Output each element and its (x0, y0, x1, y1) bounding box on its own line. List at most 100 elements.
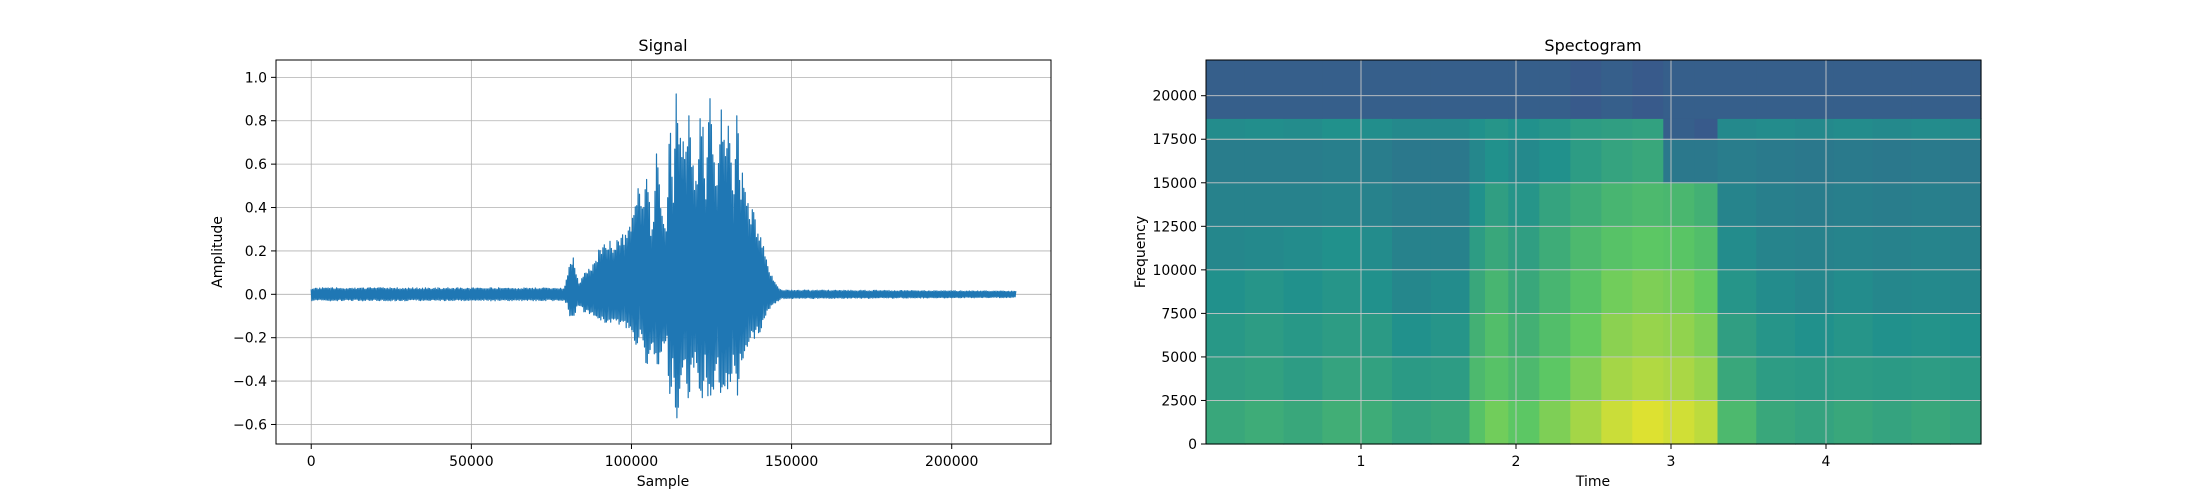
spectrogram-cell (1632, 139, 1664, 184)
spectrogram-cell (1632, 60, 1664, 119)
spectrogram-cell (1392, 313, 1432, 358)
signal-y-tick-label: 0.6 (245, 157, 267, 173)
spectrogram-y-tick-label: 17500 (1152, 132, 1197, 148)
spectrogram-cell (1570, 269, 1602, 314)
spectrogram-cell (1244, 139, 1285, 184)
spectrogram-title: Spectogram (1544, 36, 1641, 55)
spectrogram-cell (1430, 139, 1471, 184)
signal-grid (276, 60, 1051, 444)
spectrogram-cell (1244, 269, 1285, 314)
spectrogram-x-tick-label: 2 (1512, 454, 1521, 470)
spectrogram-cell (1872, 226, 1912, 271)
spectrogram-cell (1392, 400, 1432, 445)
spectrogram-cell (1206, 118, 1246, 140)
spectrogram-y-tick-label: 10000 (1152, 263, 1197, 279)
spectrogram-cell (1872, 400, 1912, 445)
spectrogram-cell (1911, 313, 1951, 358)
spectrogram-cell (1469, 60, 1486, 119)
spectrogram-cell (1663, 313, 1695, 358)
spectrogram-cell (1485, 118, 1509, 140)
spectrogram-cell (1430, 400, 1471, 445)
signal-x-axis-label: Sample (637, 474, 690, 490)
signal-y-tick-label: 0.4 (245, 201, 267, 217)
spectrogram-cell (1508, 182, 1540, 227)
spectrogram-cell (1694, 226, 1719, 271)
signal-y-tick-label: 1.0 (245, 70, 267, 86)
spectrogram-cell (1430, 118, 1471, 140)
signal-y-tick-label: −0.4 (233, 374, 267, 390)
spectrogram-cell (1663, 400, 1695, 445)
signal-waveform (310, 93, 1017, 419)
spectrogram-cell (1911, 139, 1951, 184)
spectrogram-heatmap (1206, 60, 1982, 445)
spectrogram-cell (1206, 226, 1246, 271)
spectrogram-x-tick-label: 4 (1822, 454, 1831, 470)
spectrogram-cell (1206, 356, 1246, 401)
spectrogram-cell (1361, 118, 1393, 140)
spectrogram-cell (1694, 400, 1719, 445)
spectrogram-cell (1663, 269, 1695, 314)
spectrogram-cell (1361, 226, 1393, 271)
spectrogram-cell (1601, 60, 1633, 119)
spectrogram-cell (1795, 182, 1835, 227)
spectrogram-cell (1601, 118, 1633, 140)
spectrogram-cell (1361, 356, 1393, 401)
spectrogram-cell (1601, 182, 1633, 227)
spectrogram-cell (1392, 226, 1432, 271)
spectrogram-cell (1717, 139, 1757, 184)
spectrogram-cell (1392, 356, 1432, 401)
spectrogram-cell (1833, 226, 1874, 271)
spectrogram-cell (1950, 60, 1982, 119)
spectrogram-cell (1694, 139, 1719, 184)
spectrogram-cell (1361, 139, 1393, 184)
spectrogram-cell (1485, 269, 1509, 314)
spectrogram-cell (1469, 182, 1486, 227)
spectrogram-cell (1632, 269, 1664, 314)
spectrogram-x-tick-label: 1 (1357, 454, 1366, 470)
spectrogram-cell (1361, 400, 1393, 445)
spectrogram-cell (1430, 313, 1471, 358)
spectrogram-cell (1392, 118, 1432, 140)
spectrogram-cell (1911, 269, 1951, 314)
spectrogram-cell (1717, 400, 1757, 445)
spectrogram-cell (1694, 182, 1719, 227)
spectrogram-cell (1717, 118, 1757, 140)
spectrogram-cell (1601, 139, 1633, 184)
spectrogram-cell (1322, 182, 1362, 227)
spectrogram-cell (1570, 182, 1602, 227)
spectrogram-cell (1717, 313, 1757, 358)
spectrogram-cell (1570, 226, 1602, 271)
spectrogram-cell (1911, 356, 1951, 401)
spectrogram-cell (1632, 182, 1664, 227)
spectrogram-cell (1508, 118, 1540, 140)
spectrogram-cell (1795, 118, 1835, 140)
spectrogram-cell (1469, 400, 1486, 445)
spectrogram-cell (1469, 313, 1486, 358)
spectrogram-cell (1756, 226, 1796, 271)
spectrogram-cell (1756, 139, 1796, 184)
signal-y-tick-label: −0.2 (233, 331, 267, 347)
spectrogram-cell (1430, 269, 1471, 314)
spectrogram-cell (1322, 313, 1362, 358)
spectrogram-cell (1833, 269, 1874, 314)
spectrogram-cell (1756, 60, 1796, 119)
spectrogram-cell (1663, 226, 1695, 271)
spectrogram-cell (1508, 60, 1540, 119)
signal-y-tick-label: 0.8 (245, 114, 267, 130)
spectrogram-cell (1570, 356, 1602, 401)
spectrogram-cell (1833, 139, 1874, 184)
spectrogram-cell (1717, 60, 1757, 119)
spectrogram-cell (1539, 182, 1571, 227)
spectrogram-cell (1283, 400, 1323, 445)
spectrogram-cell (1694, 356, 1719, 401)
spectrogram-cell (1539, 60, 1571, 119)
spectrogram-cell (1508, 356, 1540, 401)
spectrogram-cell (1283, 269, 1323, 314)
spectrogram-cell (1430, 226, 1471, 271)
spectrogram-cell (1632, 356, 1664, 401)
spectrogram-cell (1485, 226, 1509, 271)
spectrogram-cell (1950, 182, 1982, 227)
spectrogram-cell (1833, 118, 1874, 140)
spectrogram-cell (1206, 60, 1246, 119)
